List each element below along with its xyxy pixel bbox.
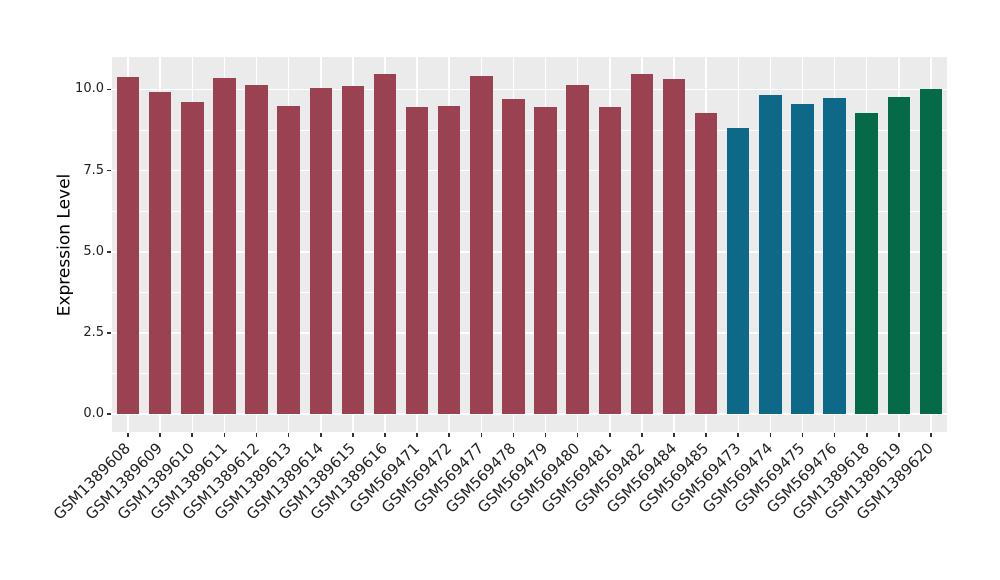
- x-tick: [641, 433, 643, 437]
- bar: [437, 105, 461, 415]
- x-tick: [159, 433, 161, 437]
- bar: [727, 128, 750, 415]
- x-tick: [319, 433, 322, 437]
- bar: [887, 97, 911, 415]
- h-gridline-major: [112, 251, 947, 253]
- bar: [791, 103, 814, 415]
- x-tick: [448, 433, 450, 437]
- x-tick: [608, 433, 611, 437]
- bar: [277, 106, 300, 415]
- bar: [630, 74, 654, 415]
- y-tick: [107, 413, 111, 415]
- x-tick: [801, 433, 804, 437]
- h-gridline-major: [112, 413, 947, 415]
- x-tick: [287, 433, 290, 437]
- bar: [855, 113, 878, 415]
- x-tick: [191, 433, 194, 437]
- bar: [662, 79, 686, 415]
- x-tick: [833, 433, 836, 437]
- h-gridline-minor: [112, 210, 947, 212]
- bar: [470, 75, 493, 415]
- x-tick: [705, 433, 707, 437]
- bar: [534, 107, 557, 415]
- h-gridline-minor: [112, 129, 947, 131]
- bar: [373, 74, 397, 415]
- bar: [823, 98, 846, 415]
- y-tick-label: 0.0: [83, 406, 104, 422]
- bar: [759, 95, 782, 415]
- bar: [694, 113, 718, 415]
- plot-panel: [112, 57, 947, 432]
- bar: [502, 98, 525, 415]
- bar: [309, 87, 332, 415]
- x-tick: [480, 433, 483, 437]
- x-tick: [865, 433, 868, 437]
- y-tick-label: 5.0: [83, 243, 104, 259]
- bar: [181, 102, 204, 415]
- bar: [598, 107, 622, 415]
- x-tick: [255, 433, 258, 437]
- h-gridline-major: [112, 88, 947, 91]
- h-gridline-major: [112, 169, 947, 172]
- y-tick: [107, 332, 111, 334]
- x-tick: [544, 433, 547, 437]
- x-tick: [898, 433, 900, 437]
- bar: [919, 89, 943, 415]
- y-tick-label: 7.5: [83, 162, 104, 178]
- bar: [148, 91, 172, 415]
- h-gridline-major: [112, 332, 947, 334]
- x-tick: [352, 433, 354, 437]
- x-tick: [127, 433, 129, 437]
- bar: [405, 107, 429, 415]
- y-tick-label: 10.0: [75, 81, 104, 97]
- bar: [213, 78, 236, 415]
- y-tick: [107, 251, 111, 253]
- bar: [116, 77, 140, 415]
- y-tick-label: 2.5: [83, 324, 104, 340]
- x-tick: [384, 433, 386, 437]
- h-gridline-minor: [112, 373, 947, 374]
- x-tick: [416, 433, 418, 437]
- bar: [566, 84, 589, 415]
- y-tick: [107, 169, 111, 172]
- x-tick: [512, 433, 515, 437]
- x-tick: [576, 433, 579, 437]
- bar: [341, 85, 365, 415]
- x-tick: [930, 433, 932, 437]
- bar: [245, 85, 268, 415]
- x-tick: [737, 433, 740, 437]
- x-tick: [673, 433, 675, 437]
- x-tick: [223, 433, 226, 437]
- x-tick: [769, 433, 772, 437]
- y-tick: [107, 88, 111, 91]
- h-gridline-minor: [112, 291, 947, 293]
